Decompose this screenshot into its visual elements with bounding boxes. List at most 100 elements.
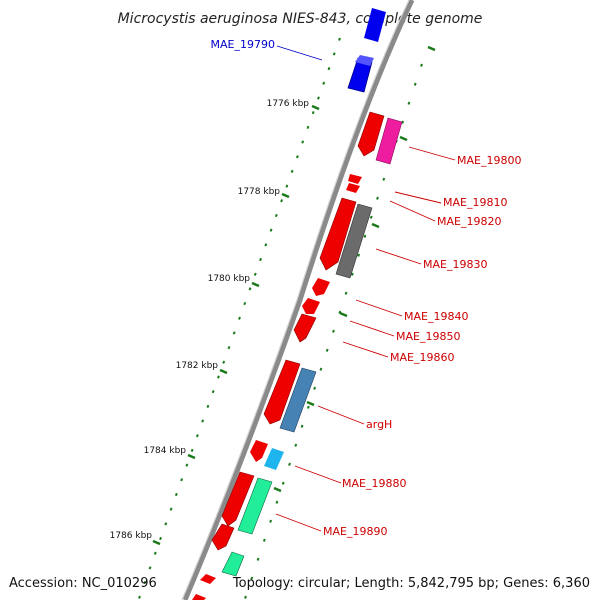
gene-label-MAE_19800[interactable]: MAE_19800 [457,154,521,167]
gene-arrow[interactable] [293,313,317,343]
gene-arrow[interactable] [302,298,320,314]
guide-dot [300,424,304,428]
tick-label: 1784 kbp [144,446,187,456]
gene-arrow[interactable] [346,183,360,193]
guide-dot [280,199,284,203]
minor-tick-group [273,45,436,493]
guide-dot [259,257,262,262]
gene-label-MAE_19820[interactable]: MAE_19820 [437,215,501,228]
gene-label-MAE_19880[interactable]: MAE_19880 [342,477,406,490]
guide-dot [264,243,268,247]
guide-dot [357,253,361,257]
gene-argH[interactable] [263,359,317,433]
accession-text: Accession: NC_010296 [9,576,157,591]
gene-arrow[interactable] [263,359,301,425]
gene-MAE_19800-red[interactable] [357,111,403,165]
gene-arrow[interactable] [211,523,235,551]
gene-arrow[interactable] [364,8,386,42]
gene-label-MAE_19850[interactable]: MAE_19850 [396,330,460,343]
gene-arrow[interactable] [250,440,268,462]
guide-dot [243,301,247,306]
guide-dot [253,272,257,276]
tick-mark [311,104,320,111]
guide-dot [327,66,331,71]
gene-label-argH[interactable]: argH [366,418,392,431]
guide-dot [153,551,157,555]
gene-MAE_19810[interactable] [346,174,362,193]
guide-dot [201,419,205,423]
guide-dot [306,405,310,409]
gene-MAE_19850[interactable] [302,298,320,314]
guide-dot [275,500,279,504]
gene-label-MAE_19840[interactable]: MAE_19840 [404,310,468,323]
guide-dot [413,82,417,86]
gene-label-MAE_19830[interactable]: MAE_19830 [423,258,487,271]
gene-arrow[interactable] [221,471,255,527]
gene-MAE_19860[interactable] [293,313,317,343]
guide-dot [269,519,273,523]
tick-mark [251,281,260,288]
guide-dot [238,316,241,320]
map-title: Microcystis aeruginosa NIES-843, complet… [118,11,483,27]
guide-dot [174,492,178,497]
guide-dot [169,507,173,511]
guide-dot [250,576,254,580]
gene-MAE_19790[interactable] [347,8,386,93]
guide-dot [281,481,285,485]
guide-dot [407,101,411,105]
gene-arrow[interactable] [375,117,403,165]
guide-dot [180,478,184,482]
gene-MAE_19830[interactable] [319,197,373,279]
gene-label-MAE_19810[interactable]: MAE_19810 [443,196,507,209]
gene-arrow[interactable] [264,448,284,470]
gene-arrow[interactable] [348,174,362,184]
gene-MAE_19880[interactable] [250,440,284,470]
guide-dot [248,287,252,291]
gene-arrow[interactable] [319,197,357,271]
gene-arrow[interactable] [237,477,273,535]
guide-dot [206,404,210,408]
tick-label: 1776 kbp [267,99,310,109]
guide-dot [332,329,335,333]
guide-dot [376,196,379,200]
gene-label-MAE_19790[interactable]: MAE_19790 [211,38,275,51]
guide-dot [211,390,215,394]
guide-dot [274,213,278,218]
guide-dot [344,291,348,295]
gene-arrow[interactable] [357,111,385,157]
gene-MAE_19890[interactable] [221,471,273,535]
guide-dot [159,536,162,541]
gene-MAE_19840[interactable] [312,278,330,296]
tick-label: 1782 kbp [176,361,219,371]
gene-arrow-head [355,55,374,66]
gene-arrow[interactable] [312,278,330,296]
guide-dot [322,81,326,85]
gene-lower[interactable] [192,523,245,600]
gene-arrow[interactable] [279,367,317,433]
guide-dot [319,367,323,371]
guide-dot [338,310,342,314]
guide-dot [190,448,194,453]
guide-dot [217,375,220,379]
tick-mark [187,453,196,460]
gene-arrow[interactable] [200,574,216,584]
guide-dot [295,155,299,159]
guide-dot [363,234,367,238]
guide-dot [148,566,152,570]
guide-dot [350,272,354,276]
guide-dot [222,360,226,364]
gene-arrow[interactable] [192,594,206,600]
guide-dot [262,538,266,542]
guide-dot [288,462,291,466]
guide-dot [244,595,247,599]
tick-mark [152,539,161,546]
guide-dot [290,169,294,174]
guide-dot [138,595,141,599]
genome-summary-text: Topology: circular; Length: 5,842,795 bp… [232,576,590,591]
gene-arrow[interactable] [335,203,373,279]
genome-backbone [182,0,415,600]
gene-label-MAE_19890[interactable]: MAE_19890 [323,525,387,538]
gene-label-MAE_19860[interactable]: MAE_19860 [390,351,454,364]
gene-arrow[interactable] [221,551,245,577]
